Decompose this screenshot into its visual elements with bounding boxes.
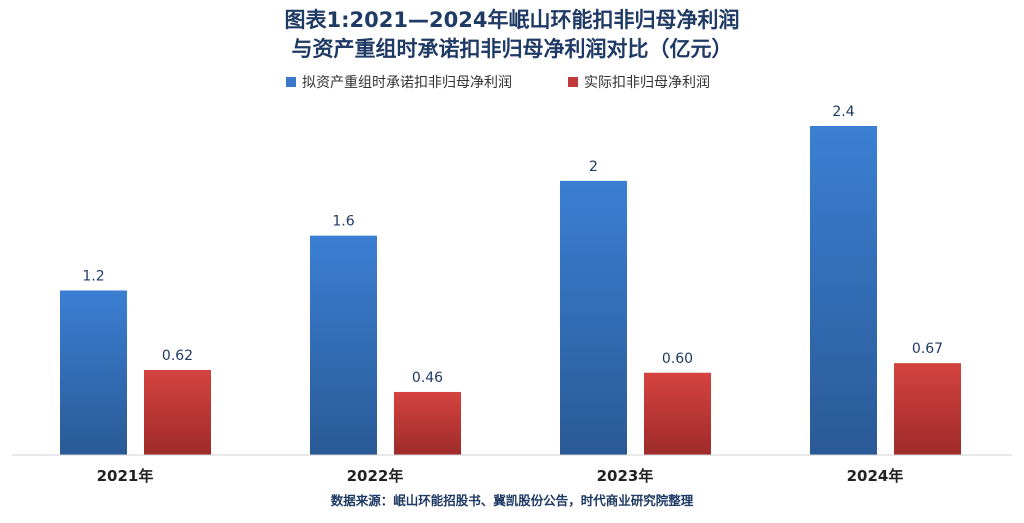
category-label-4: 2024年 <box>847 467 904 485</box>
bar-actual-3 <box>644 372 711 455</box>
source-note: 数据来源：岷山环能招股书、冀凯股份公告，时代商业研究院整理 <box>330 493 694 508</box>
chart-title-line2: 与资产重组时承诺扣非归母净利润对比（亿元） <box>292 37 733 61</box>
value-label-promised-4: 2.4 <box>832 104 854 120</box>
value-labels-group: 1.2 0.62 1.6 0.46 2 0.60 2.4 0.67 <box>82 104 943 386</box>
category-label-1: 2021年 <box>97 467 154 485</box>
bar-actual-4 <box>894 363 961 455</box>
value-label-actual-3: 0.60 <box>662 351 693 367</box>
legend-label-actual: 实际扣非归母净利润 <box>584 74 710 91</box>
category-label-3: 2023年 <box>597 467 654 485</box>
value-label-actual-2: 0.46 <box>412 370 443 386</box>
value-label-promised-3: 2 <box>589 159 598 175</box>
bar-promised-3 <box>560 180 627 456</box>
bar-promised-4 <box>810 126 877 455</box>
legend: 拟资产重组时承诺扣非归母净利润 实际扣非归母净利润 <box>286 74 710 91</box>
value-label-actual-1: 0.62 <box>162 348 193 364</box>
category-labels-group: 2021年 2022年 2023年 2024年 <box>97 467 904 485</box>
bar-promised-1 <box>60 290 127 455</box>
value-label-promised-1: 1.2 <box>82 269 104 285</box>
legend-swatch-actual <box>568 77 578 87</box>
category-label-2: 2022年 <box>347 467 404 485</box>
legend-label-promised: 拟资产重组时承诺扣非归母净利润 <box>302 74 512 91</box>
legend-swatch-promised <box>286 77 296 87</box>
bar-promised-2 <box>310 235 377 455</box>
bar-actual-1 <box>144 370 211 455</box>
value-label-promised-2: 1.6 <box>332 214 354 230</box>
chart-title-line1: 图表1:2021—2024年岷山环能扣非归母净利润 <box>285 8 740 32</box>
bars-group <box>60 126 961 456</box>
value-label-actual-4: 0.67 <box>912 341 943 357</box>
bar-actual-2 <box>394 391 461 455</box>
